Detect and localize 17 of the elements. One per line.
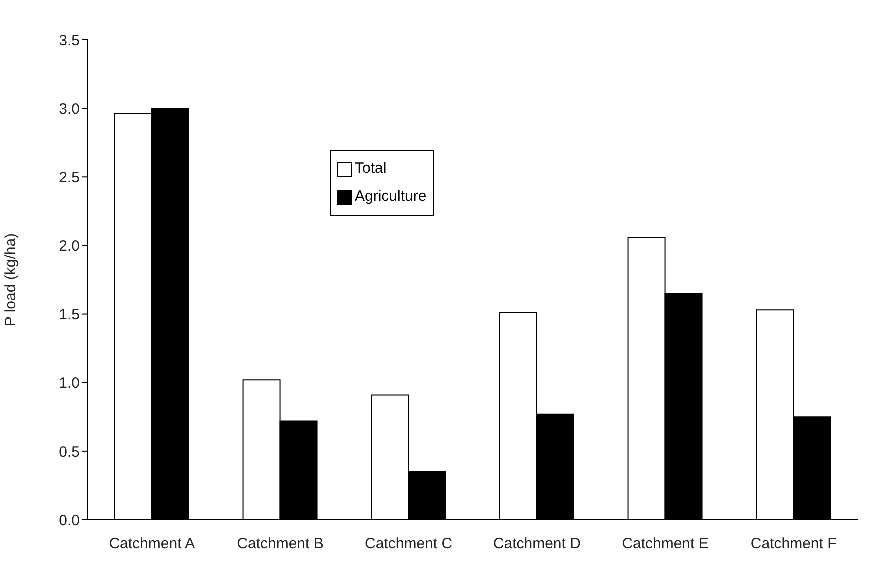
- y-tick-label: 0.5: [59, 444, 80, 461]
- y-tick-label: 3.5: [59, 32, 80, 50]
- x-tick-label: Catchment C: [365, 536, 453, 553]
- legend-label: Agriculture: [355, 187, 427, 207]
- x-tick-label: Catchment F: [750, 536, 837, 553]
- y-tick-label: 0.0: [59, 512, 80, 530]
- y-tick-label: 2.0: [59, 238, 80, 256]
- y-tick-label: 2.5: [59, 169, 80, 186]
- y-tick-label: 1.5: [59, 306, 80, 324]
- x-tick-label: Catchment E: [622, 536, 709, 553]
- y-axis-title: P load (kg/ha): [2, 233, 20, 327]
- y-tick-label: 1.0: [59, 375, 80, 392]
- y-tick-label: 3.0: [59, 100, 80, 118]
- x-tick-label: Catchment A: [109, 536, 196, 553]
- x-tick-label: Catchment D: [493, 536, 582, 553]
- legend-label: Total: [355, 159, 387, 179]
- x-tick-label: Catchment B: [237, 536, 324, 553]
